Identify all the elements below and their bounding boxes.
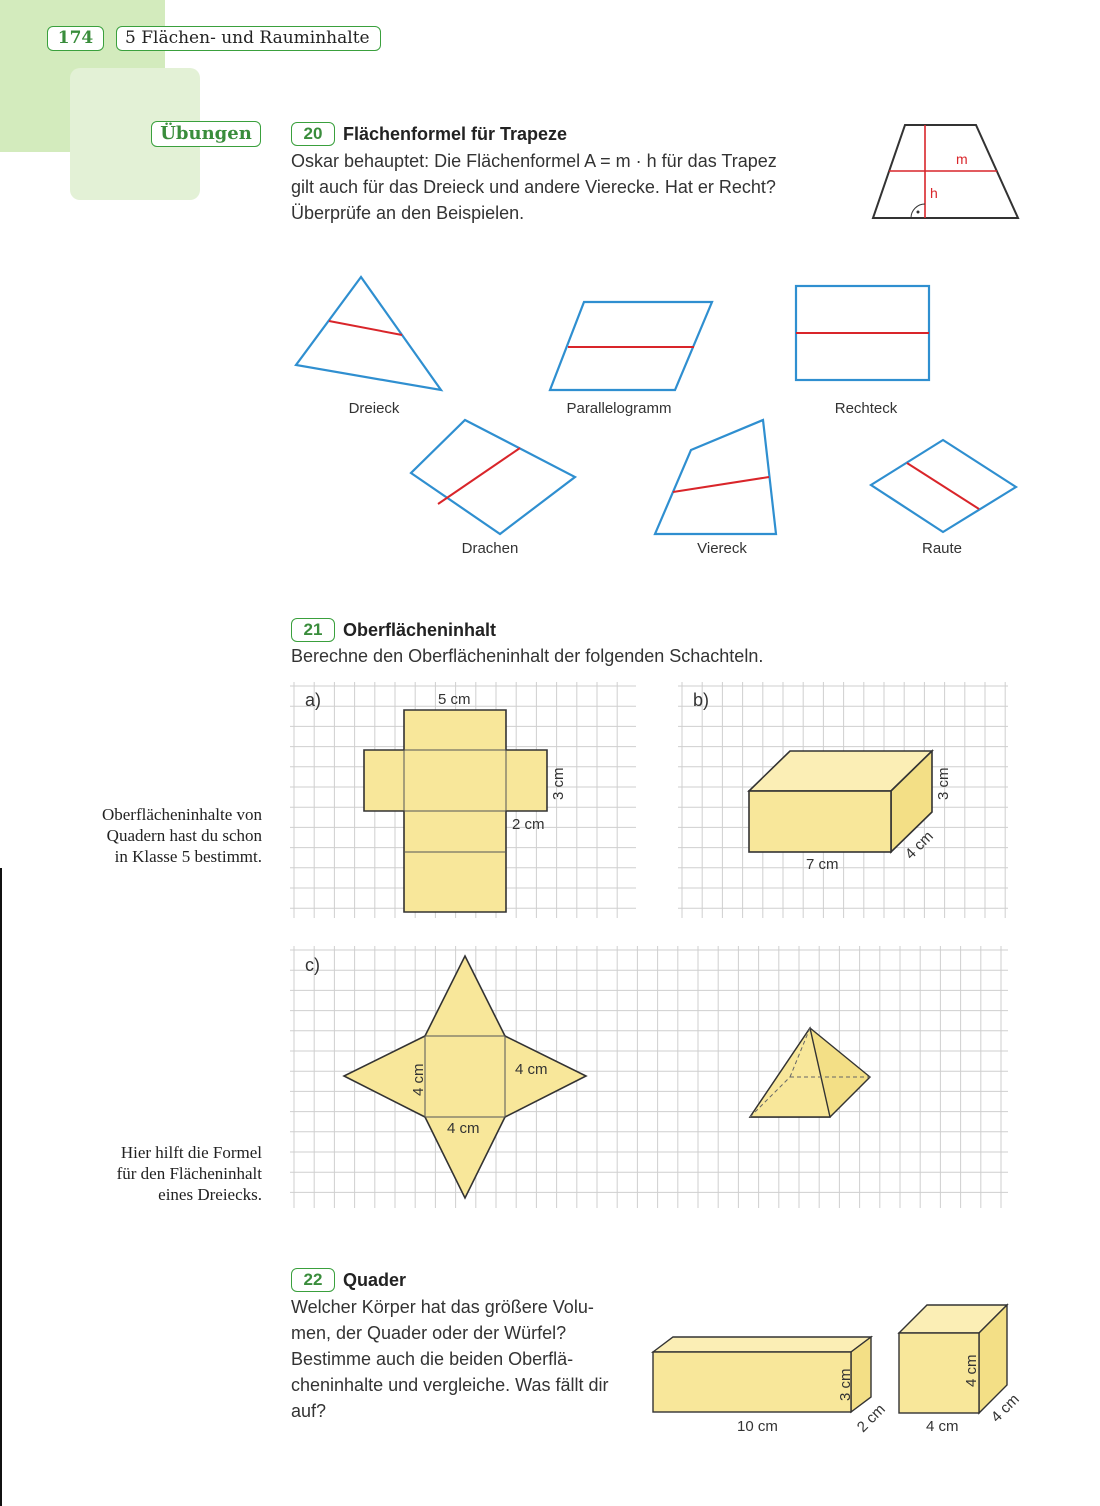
cuboid-front [652, 1351, 852, 1413]
margin-note-2: Hier hilft die Formel für den Flächeninh… [22, 1142, 262, 1205]
label-raute: Raute [921, 540, 963, 557]
note-line: Quadern hast du schon [106, 826, 262, 845]
text-line: Oskar behauptet: Die Flächenformel A = m… [291, 151, 777, 171]
triangle-midline [328, 320, 403, 336]
cube-front [898, 1332, 980, 1414]
quadrilateral-midline [672, 476, 770, 493]
dim-2cm: 2 cm [512, 816, 545, 833]
chapter-title: 5 Flächen- und Rauminhalte [116, 26, 381, 51]
dim-7cm: 7 cm [806, 856, 839, 873]
text-line: Welcher Körper hat das größere Volu- [291, 1297, 594, 1317]
part-c-label: c) [305, 955, 320, 975]
dim-4cm: 4 cm [515, 1061, 548, 1078]
pyramid-net [342, 954, 588, 1200]
dim-10cm: 10 cm [737, 1418, 778, 1435]
hidden-edge [749, 1076, 791, 1118]
page-number: 174 [47, 26, 104, 51]
label-dreieck: Dreieck [348, 400, 400, 417]
note-line: in Klasse 5 bestimmt. [114, 847, 262, 866]
grid-c: c) 4 cm 4 cm 4 cm [290, 946, 1008, 1208]
triangle [294, 275, 444, 392]
label-h: h [930, 185, 938, 201]
dim-5cm: 5 cm [438, 691, 471, 708]
rhombus-midline [906, 462, 980, 510]
bodies-figure: 3 cm 10 cm 2 cm 4 cm 4 cm 4 cm [650, 1303, 1023, 1436]
text-line: Überprüfe an den Beispielen. [291, 203, 525, 223]
page-edge [0, 868, 2, 1506]
note-line: für den Flächeninhalt [116, 1164, 262, 1183]
exercise-20-title: Flächenformel für Trapeze [343, 124, 568, 144]
grid-a: a) 5 cm 3 cm 2 cm [290, 682, 636, 918]
label-viereck: Viereck [697, 540, 747, 557]
dim-4cm: 4 cm [963, 1354, 980, 1387]
label-rechteck: Rechteck [834, 400, 898, 417]
section-label: Übungen [151, 121, 261, 147]
exercise-22-number: 22 [291, 1268, 335, 1292]
dim-4cm: 4 cm [926, 1418, 959, 1435]
dim-4cm: 4 cm [410, 1063, 427, 1096]
note-line: eines Dreiecks. [158, 1185, 262, 1204]
hidden-edge [789, 1027, 811, 1078]
dim-4cm: 4 cm [447, 1120, 480, 1137]
exercise-21-text: Berechne den Oberflächeninhalt der folge… [291, 646, 764, 666]
part-b-label: b) [693, 690, 709, 710]
dim-3cm: 3 cm [837, 1368, 854, 1401]
exercise-22-title: Quader [343, 1270, 407, 1290]
grid-b: b) 3 cm 7 cm 4 cm [678, 682, 1008, 918]
exercise-20-number: 20 [291, 122, 335, 146]
note-line: Hier hilft die Formel [120, 1143, 262, 1162]
exercise-22-text: Welcher Körper hat das größere Volu- men… [291, 1294, 609, 1424]
text-line: men, der Quader oder der Würfel? [291, 1323, 567, 1343]
kite-midline [437, 447, 521, 505]
kite [409, 418, 578, 536]
dim-3cm: 3 cm [550, 767, 567, 800]
right-angle-arc [910, 203, 926, 219]
cuboid-top [650, 1336, 874, 1353]
box-front [748, 790, 892, 853]
exercise-20-text: Oskar behauptet: Die Flächenformel A = m… [291, 148, 777, 226]
pyramid-front [748, 1026, 831, 1118]
rhombus [868, 438, 1019, 534]
right-angle-dot [916, 210, 920, 214]
exercise-21-number: 21 [291, 618, 335, 642]
dim-3cm: 3 cm [935, 767, 952, 800]
trapezoid-figure: m h [871, 124, 1020, 219]
label-m: m [956, 151, 968, 167]
trapezoid [871, 124, 1020, 219]
label-drachen: Drachen [461, 540, 519, 557]
shape-examples [294, 275, 1019, 536]
margin-note-1: Oberflächeninhalte von Quadern hast du s… [22, 804, 262, 867]
text-line: auf? [291, 1401, 327, 1421]
part-a-label: a) [305, 690, 321, 710]
note-line: Oberflächeninhalte von [101, 805, 262, 824]
text-line: cheninhalte und vergleiche. Was fällt di… [291, 1375, 609, 1395]
quadrilateral [653, 418, 778, 536]
exercise-21-title: Oberflächeninhalt [343, 620, 497, 640]
text-line: gilt auch für das Dreieck und andere Vie… [291, 177, 776, 197]
label-parallelogramm: Parallelogramm [566, 400, 672, 417]
text-line: Bestimme auch die beiden Oberflä- [291, 1349, 574, 1369]
parallelogram [548, 300, 714, 392]
